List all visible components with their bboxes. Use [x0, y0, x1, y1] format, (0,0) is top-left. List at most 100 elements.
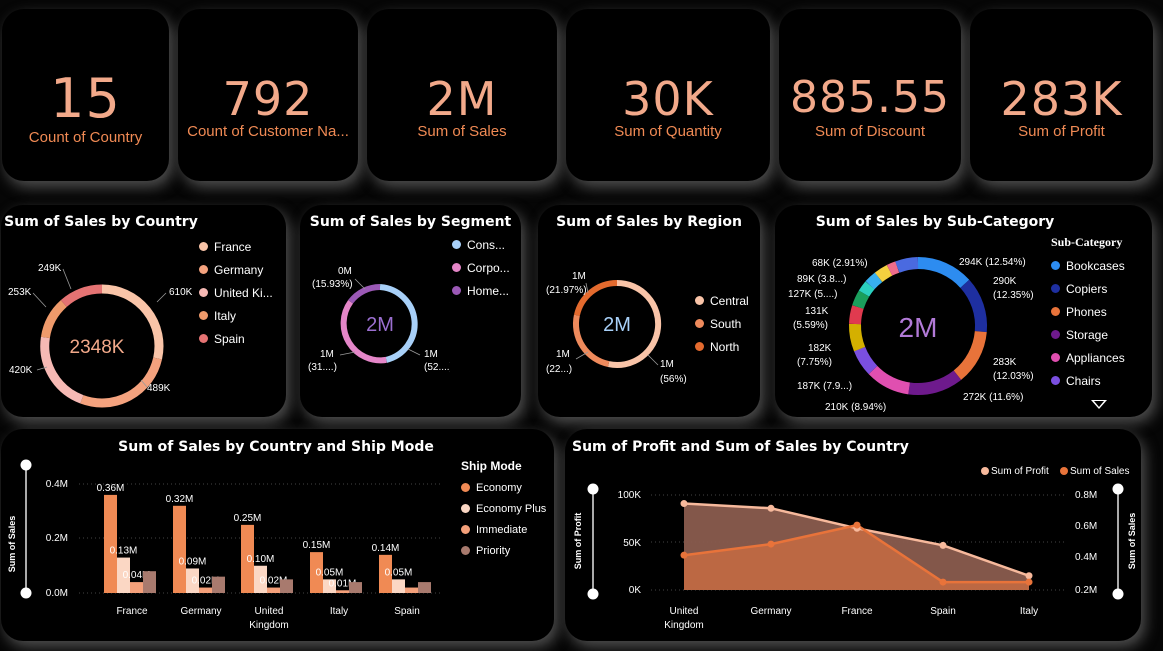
legend-item[interactable]: France — [199, 235, 273, 258]
visual-title: Sum of Sales by Country and Ship Mode — [118, 439, 434, 455]
donut-slice-storage[interactable] — [908, 370, 962, 395]
bar[interactable] — [130, 582, 143, 593]
donut-slice-home-office[interactable] — [348, 284, 381, 304]
legend-item[interactable]: North — [695, 335, 749, 358]
leader-line — [407, 348, 421, 356]
donut-slice-italy[interactable] — [40, 300, 67, 339]
subcategory-donut-chart[interactable]: 2M 294K (12.54%) 290K (12.35%) 283K (12.… — [775, 227, 1055, 417]
legend-item[interactable]: Copiers — [1051, 277, 1125, 300]
bar-data-label: 0.01M — [329, 578, 357, 589]
legend-item[interactable]: Central — [695, 289, 749, 312]
legend-item[interactable]: Spain — [199, 327, 273, 350]
legend-item[interactable]: Corpo... — [452, 256, 510, 279]
legend-item[interactable]: South — [695, 312, 749, 335]
bar[interactable] — [405, 587, 418, 593]
donut-ring[interactable] — [849, 257, 988, 395]
bar[interactable] — [186, 568, 199, 593]
donut-slice-united-kingdom[interactable] — [40, 336, 84, 404]
sales-point — [853, 521, 861, 529]
donut-slice-bookcases[interactable] — [917, 257, 970, 289]
legend-dot — [452, 286, 461, 295]
bar[interactable] — [267, 587, 280, 593]
leader-line — [575, 351, 589, 360]
bar[interactable] — [418, 582, 431, 593]
legend-item[interactable]: Priority — [461, 540, 546, 561]
range-slider-handle[interactable] — [1112, 588, 1124, 600]
sales-by-subcategory-visual[interactable]: Sum of Sales by Sub-Category 2M 294K (12… — [775, 205, 1152, 417]
bar[interactable] — [104, 494, 117, 593]
bar[interactable] — [323, 579, 336, 593]
legend-item[interactable]: United Ki... — [199, 281, 273, 304]
legend-item[interactable]: Economy Plus — [461, 498, 546, 519]
range-slider-handle[interactable] — [587, 483, 599, 495]
shipmode-bar-chart[interactable]: Sum of Sales 0.4M 0.2M 0.0M 0.36M 0.13M 0.… — [1, 429, 451, 641]
bar[interactable] — [310, 552, 323, 593]
bar[interactable] — [143, 571, 156, 593]
donut-slice[interactable] — [886, 261, 900, 276]
donut-slice-spain[interactable] — [60, 284, 103, 307]
sales-by-country-visual[interactable]: Sum of Sales by Country 2348K 610K 489K … — [1, 205, 286, 417]
legend-scroll-down-icon-inner — [1094, 401, 1104, 407]
profit-sales-by-country-visual[interactable]: Sum of Profit and Sum of Sales by Countr… — [565, 429, 1141, 641]
bar[interactable] — [241, 524, 254, 593]
donut-label: 1M — [320, 349, 334, 360]
legend-item[interactable]: Immediate — [461, 519, 546, 540]
legend-item[interactable]: Appliances — [1051, 346, 1125, 369]
donut-slice-appliances[interactable] — [868, 365, 911, 395]
bar[interactable] — [392, 579, 405, 593]
donut-slice-north[interactable] — [573, 279, 618, 317]
bar[interactable] — [254, 565, 267, 593]
donut-slice-corporate[interactable] — [340, 299, 387, 364]
y-tick-label: 50K — [623, 538, 641, 549]
bar[interactable] — [199, 587, 212, 593]
bar[interactable] — [173, 505, 186, 593]
donut-slice-phones[interactable] — [953, 330, 987, 380]
donut-slice-consumer[interactable] — [379, 284, 418, 363]
donut-slice[interactable] — [849, 305, 864, 325]
bar[interactable] — [349, 582, 362, 593]
legend-dot — [1051, 376, 1060, 385]
sales-by-region-visual[interactable]: Sum of Sales by Region 2M 1M (21.97%) 1M… — [538, 205, 760, 417]
range-slider-handle[interactable] — [1112, 483, 1124, 495]
donut-slice[interactable] — [865, 272, 883, 290]
bar-data-label: 0.05M — [385, 567, 413, 578]
donut-slice[interactable] — [849, 323, 866, 352]
bar[interactable] — [280, 579, 293, 593]
bar[interactable] — [117, 557, 130, 593]
legend-item[interactable]: Germany — [199, 258, 273, 281]
donut-slice[interactable] — [874, 264, 893, 283]
sales-by-country-shipmode-visual[interactable]: Sum of Sales by Country and Ship Mode Su… — [1, 429, 554, 641]
range-slider-handle[interactable] — [587, 588, 599, 600]
legend-item[interactable]: Home... — [452, 279, 510, 302]
donut-slice-copiers[interactable] — [960, 279, 988, 333]
profit-sales-area-chart[interactable]: Sum of Profit Sum of Sales Sum of Profit… — [565, 429, 1141, 641]
donut-slice-south[interactable] — [572, 314, 610, 368]
legend-item[interactable]: Economy — [461, 477, 546, 498]
donut-slice-france[interactable] — [101, 284, 164, 360]
legend-item[interactable]: Italy — [199, 304, 273, 327]
country-donut-chart[interactable]: 2348K 610K 489K 420K 253K 249K — [1, 227, 201, 417]
sales-by-segment-visual[interactable]: Sum of Sales by Segment 2M 0M (15.93%) 1… — [300, 205, 521, 417]
donut-slice[interactable] — [858, 281, 875, 297]
donut-slice-central[interactable] — [607, 279, 662, 368]
kpi-card-country-count: 15 Count of Country — [2, 9, 169, 181]
segment-donut-chart[interactable]: 2M 0M (15.93%) 1M (52....) 1M (31....) — [300, 227, 450, 417]
bar[interactable] — [336, 590, 349, 593]
legend-item[interactable]: Cons... — [452, 233, 510, 256]
legend-item[interactable]: Chairs — [1051, 369, 1125, 392]
donut-slice[interactable] — [895, 257, 919, 273]
bar-data-label: 0.05M — [316, 567, 344, 578]
donut-label: 489K — [147, 383, 171, 394]
donut-slice-germany[interactable] — [80, 357, 162, 408]
donut-slice[interactable] — [852, 290, 870, 309]
range-slider-handle-top[interactable] — [20, 459, 32, 471]
range-slider-handle-bottom[interactable] — [20, 587, 32, 599]
bar[interactable] — [212, 576, 225, 593]
donut-slice-chairs[interactable] — [854, 346, 878, 375]
visual-title: Sum of Sales by Sub-Category — [815, 214, 1055, 230]
region-donut-chart[interactable]: 2M 1M (21.97%) 1M (22...) 1M (56%) — [538, 227, 693, 417]
legend-item[interactable]: Phones — [1051, 300, 1125, 323]
legend-item[interactable]: Storage — [1051, 323, 1125, 346]
legend-item[interactable]: Bookcases — [1051, 254, 1125, 277]
bar[interactable] — [379, 554, 392, 593]
